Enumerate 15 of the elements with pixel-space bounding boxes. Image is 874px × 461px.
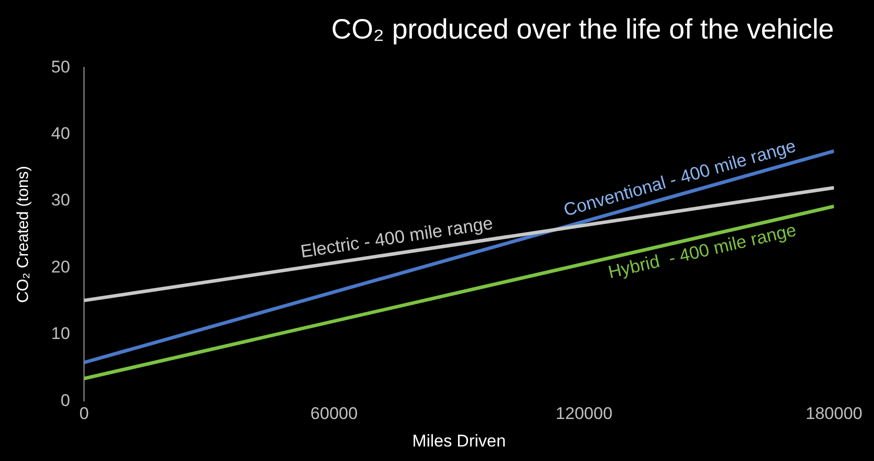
x-tick-label: 0 <box>79 404 89 424</box>
x-tick-label: 120000 <box>556 404 612 424</box>
y-tick-label: 50 <box>51 57 70 76</box>
y-tick-label: 10 <box>51 324 70 344</box>
x-axis-title: Miles Driven <box>412 431 506 450</box>
y-tick-label: 30 <box>51 190 70 210</box>
x-tick-label: 60000 <box>310 404 358 424</box>
chart-title: CO₂ produced over the life of the vehicle <box>331 14 834 45</box>
x-tick-label: 180000 <box>806 404 862 424</box>
y-tick-label: 20 <box>51 257 70 276</box>
text: Hybrid - 400 mile range <box>606 220 798 282</box>
text: Electric - 400 mile range <box>299 212 494 262</box>
y-tick-label: 0 <box>60 390 70 410</box>
y-axis-title: CO₂ Created (tons) <box>15 166 32 303</box>
y-tick-label: 40 <box>51 124 70 144</box>
